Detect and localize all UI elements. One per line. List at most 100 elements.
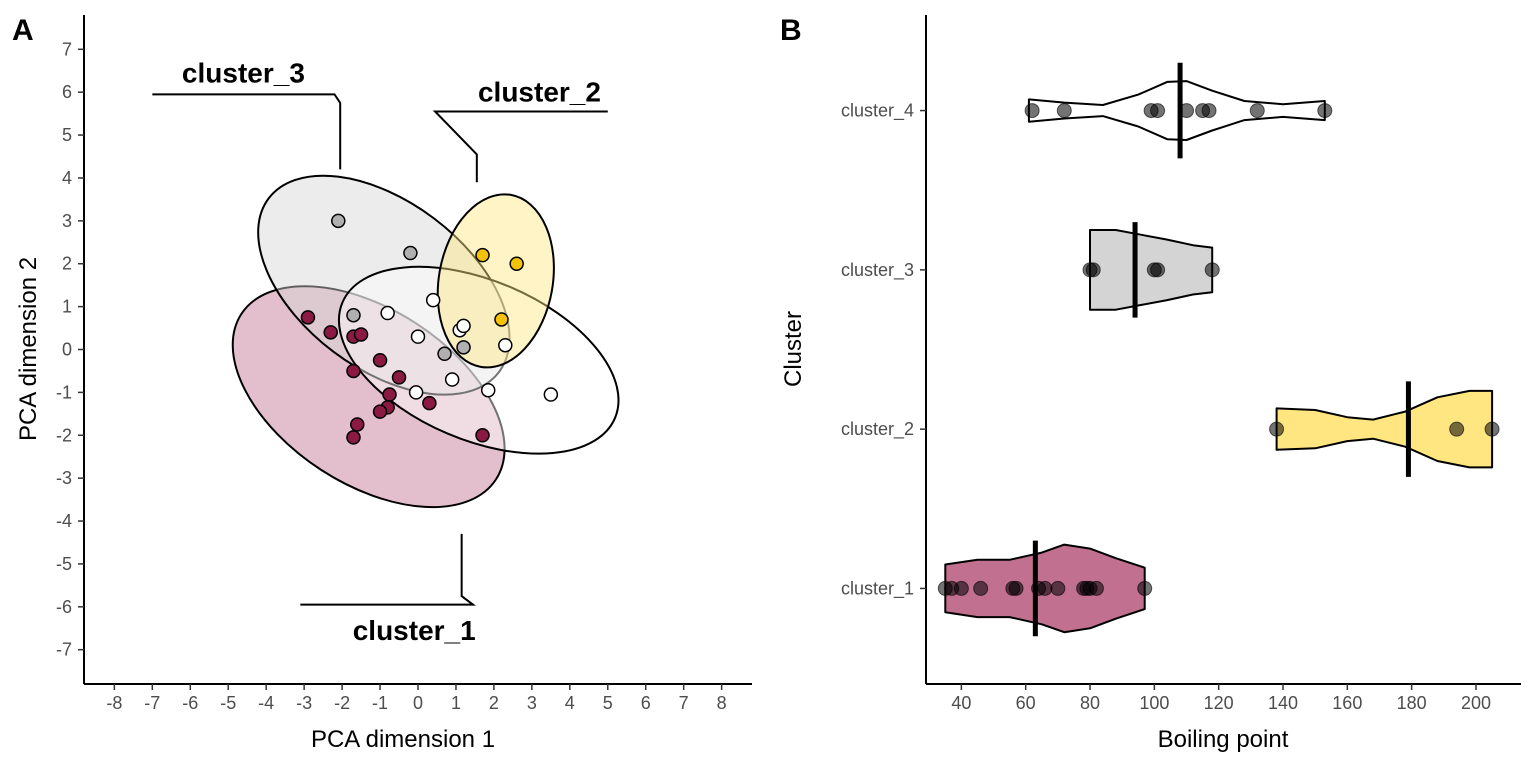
x-tick-label: -8: [106, 693, 122, 713]
x-tick-label-b: 80: [1080, 693, 1100, 713]
cluster_3-observation: [1085, 262, 1101, 278]
y-tick-label: -5: [56, 554, 72, 574]
x-tick-label-b: 200: [1461, 693, 1491, 713]
y-axis-ticks-b: cluster_1 cluster_2 cluster_3 cluster_4: [841, 101, 926, 599]
cluster_4-observation: [1317, 103, 1333, 119]
category-label: cluster_3: [841, 260, 914, 281]
cluster_3-callout-label: cluster_3: [182, 57, 305, 88]
cluster_1-callout-line: [300, 533, 477, 606]
x-tick-label: -2: [334, 693, 350, 713]
cluster_1-point: [346, 363, 361, 379]
cluster_1-point: [391, 370, 407, 385]
y-tick-label: 2: [62, 254, 72, 274]
cluster_4-point: [425, 292, 441, 308]
x-tick-label-b: 120: [1204, 693, 1234, 713]
x-tick-label: 1: [451, 693, 461, 713]
cluster_4-point: [444, 372, 460, 387]
x-tick-label-b: 100: [1139, 693, 1169, 713]
y-tick-label: 3: [62, 211, 72, 231]
cluster_1-point: [346, 430, 361, 445]
y-tick-label: -3: [56, 468, 72, 488]
x-tick-label: 8: [717, 693, 727, 713]
y-tick-label: 1: [62, 297, 72, 317]
x-tick-label-b: 160: [1332, 693, 1362, 713]
cluster_1-ellipse: [231, 285, 506, 509]
cluster_3-point: [456, 340, 471, 355]
y-axis-title: PCA dimension 2: [15, 257, 42, 441]
x-tick-label: 4: [565, 693, 575, 713]
x-axis-ticks: -8 -7 -6 -5 -4 -3 -2 -1 0 1 2 3 4 5 6 7 8: [106, 684, 727, 713]
y-tick-label: -2: [56, 425, 72, 445]
cluster_3-point: [346, 307, 361, 323]
cluster_3-point: [331, 213, 346, 229]
cluster_4-point: [543, 387, 559, 402]
y-tick-label: -6: [56, 597, 72, 617]
cluster_1-observation: [973, 580, 989, 596]
y-tick-label: 6: [62, 82, 72, 102]
cluster_1-observation: [1008, 580, 1024, 596]
cluster_1-point: [300, 310, 316, 325]
cluster_1-point: [475, 428, 490, 443]
panel-b-violin: B 40 60 80 100 120 140 160 180 200 cluster_1clus…: [780, 14, 1521, 753]
cluster_3-observation: [1204, 262, 1220, 278]
x-tick-label-b: 60: [1016, 693, 1036, 713]
x-axis-title-b: Boiling point: [1158, 726, 1289, 753]
cluster_2-point: [494, 312, 509, 327]
cluster_3-point: [403, 245, 418, 261]
cluster_1-point: [382, 387, 397, 402]
cluster_4-point: [408, 385, 424, 400]
cluster_4-point: [498, 337, 513, 353]
cluster_4-point: [410, 329, 426, 344]
cluster_2-callout-label: cluster_2: [478, 77, 601, 108]
x-tick-label-b: 40: [951, 693, 971, 713]
cluster_4-point: [456, 318, 471, 334]
cluster_2-callout-line: [432, 110, 608, 183]
cluster_2-point: [509, 256, 524, 271]
x-tick-label: 6: [641, 693, 651, 713]
cluster_1-point: [323, 325, 338, 340]
cluster_4-observation: [1249, 103, 1265, 119]
cluster_1-observation: [953, 580, 969, 596]
x-tick-label: 3: [527, 693, 537, 713]
cluster_3-callout-line: [152, 93, 342, 170]
cluster_3-ellipse: [257, 174, 511, 396]
cluster_1-observation: [1088, 580, 1104, 596]
violins: [937, 62, 1500, 637]
x-tick-label: -5: [220, 693, 236, 713]
x-tick-label: 2: [489, 693, 499, 713]
y-tick-label: 7: [62, 39, 72, 59]
x-tick-label: -1: [372, 693, 388, 713]
category-label: cluster_1: [841, 578, 914, 599]
x-tick-label: 0: [413, 693, 423, 713]
cluster_1-observation: [1037, 580, 1053, 596]
cluster_1-point: [350, 417, 365, 432]
cluster_4-observation: [1201, 103, 1217, 119]
y-tick-label: 5: [62, 125, 72, 145]
cluster_1-point: [372, 352, 388, 368]
cluster_2-observation: [1449, 421, 1465, 437]
cluster_2-observation: [1269, 421, 1285, 437]
y-tick-label: -7: [56, 640, 72, 660]
category-label: cluster_2: [841, 419, 914, 440]
cluster_3-point: [437, 346, 452, 362]
panel-b-label: B: [780, 14, 802, 47]
cluster-callouts: cluster_3 cluster_2 cluster_1: [152, 57, 608, 646]
x-tick-label: -3: [296, 693, 312, 713]
x-tick-label-b: 180: [1397, 693, 1427, 713]
cluster_4-observation: [1150, 103, 1166, 119]
cluster_1-point: [422, 395, 437, 411]
y-axis-ticks: -7 -6 -5 -4 -3 -2 -1 0 1 2 3 4 5 6 7: [56, 39, 84, 660]
y-tick-label: -4: [56, 511, 72, 531]
x-tick-label: 5: [603, 693, 613, 713]
cluster_2-violin: [1275, 389, 1494, 469]
x-tick-label: -7: [144, 693, 160, 713]
cluster_4-point: [380, 305, 395, 321]
scatter-points: [300, 213, 559, 445]
cluster_1-point: [372, 404, 388, 419]
cluster_2-point: [475, 247, 490, 263]
x-tick-label: 7: [679, 693, 689, 713]
panel-a-label: A: [12, 14, 34, 47]
cluster_1-point: [353, 327, 369, 342]
cluster_4-ellipse: [337, 265, 620, 455]
